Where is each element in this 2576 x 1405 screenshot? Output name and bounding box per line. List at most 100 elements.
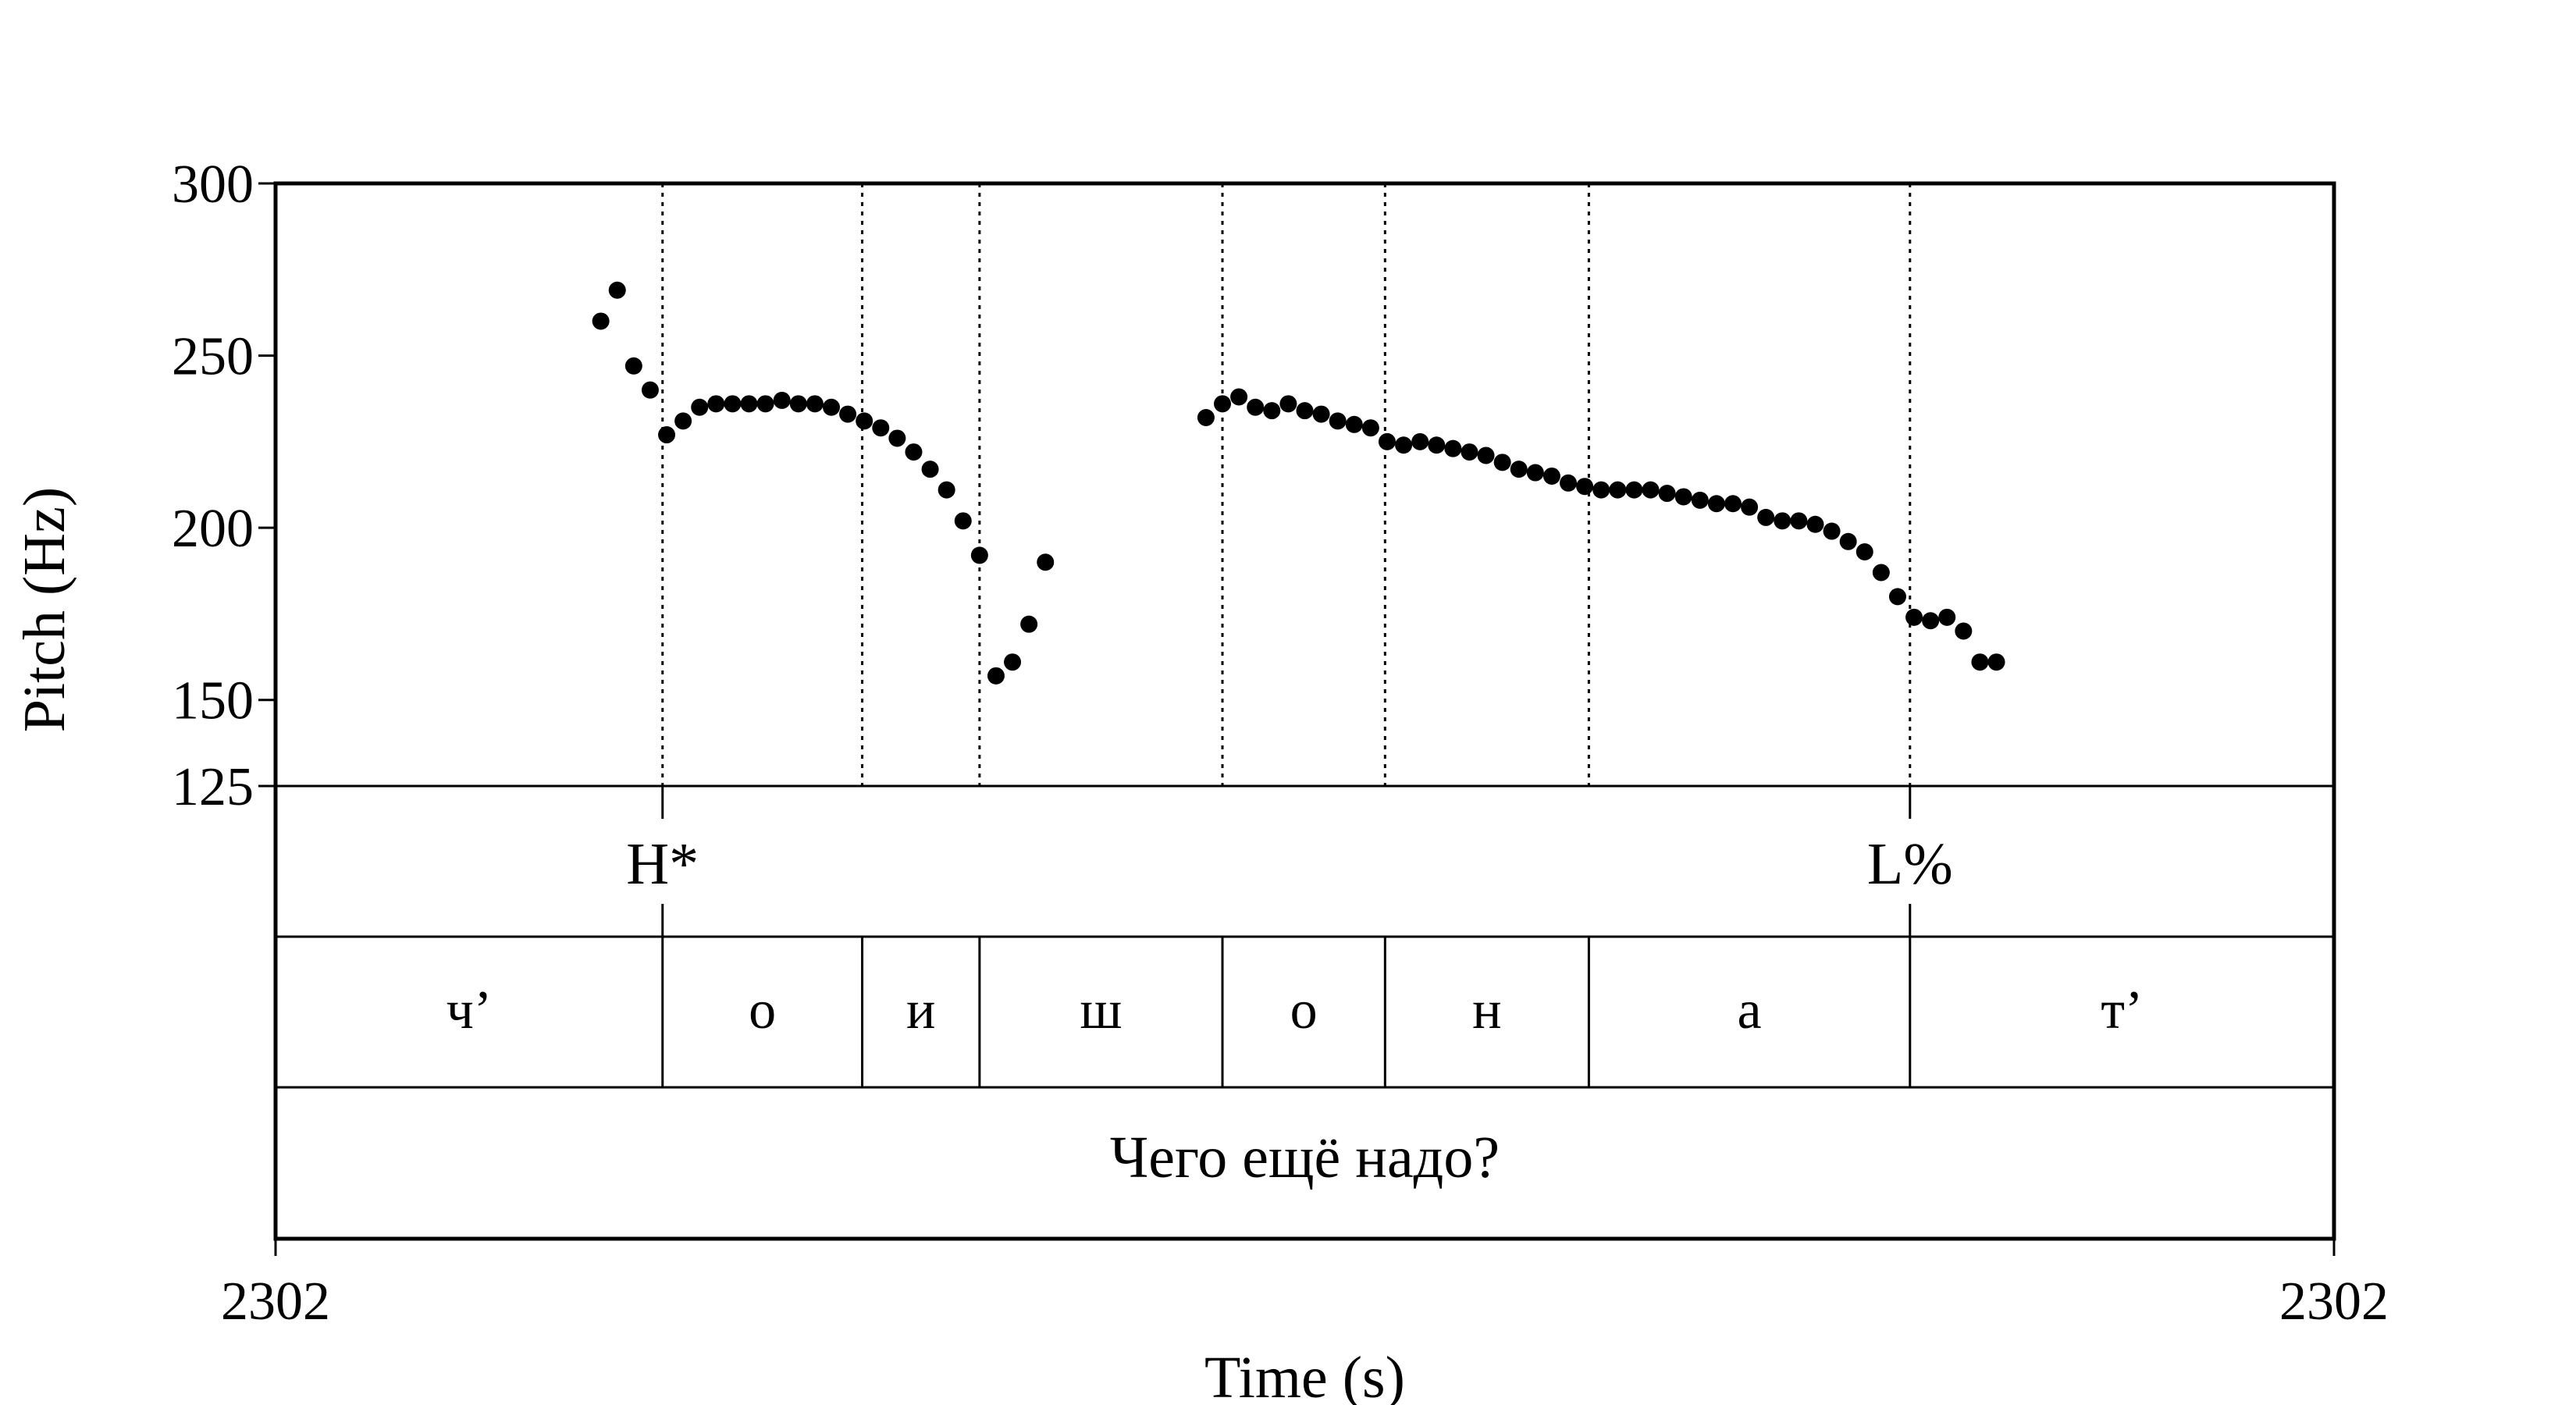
pitch-point-68 bbox=[1839, 532, 1857, 550]
pitch-point-30 bbox=[1214, 395, 1232, 413]
pitch-point-48 bbox=[1510, 461, 1528, 478]
pitch-point-15 bbox=[822, 398, 840, 416]
pitch-point-50 bbox=[1542, 467, 1560, 485]
pitch-point-32 bbox=[1247, 398, 1265, 416]
pitch-point-37 bbox=[1329, 412, 1347, 430]
phone-label-8: т’ bbox=[2101, 980, 2143, 1040]
pitch-point-75 bbox=[1955, 622, 1973, 640]
y-tick-label-150: 150 bbox=[172, 671, 254, 731]
pitch-point-56 bbox=[1642, 481, 1660, 499]
pitch-point-16 bbox=[839, 405, 857, 423]
pitch-point-18 bbox=[872, 419, 890, 437]
pitch-point-42 bbox=[1411, 432, 1429, 450]
phone-label-7: а bbox=[1738, 980, 1762, 1040]
pitch-point-25 bbox=[987, 667, 1005, 685]
pitch-point-22 bbox=[938, 481, 955, 499]
pitch-point-77 bbox=[1987, 653, 2005, 671]
pitch-point-11 bbox=[756, 395, 774, 413]
pitch-point-20 bbox=[905, 443, 923, 461]
y-axis-title: Pitch (Hz) bbox=[12, 487, 77, 732]
pitch-point-65 bbox=[1790, 512, 1808, 530]
pitch-point-34 bbox=[1279, 395, 1297, 413]
pitch-point-10 bbox=[740, 395, 758, 413]
pitch-point-45 bbox=[1461, 443, 1478, 461]
pitch-point-51 bbox=[1560, 474, 1578, 492]
tone-label-2: L% bbox=[1867, 831, 1953, 897]
pitch-point-55 bbox=[1625, 481, 1643, 499]
grid-and-boundaries bbox=[661, 183, 1912, 1087]
pitch-point-8 bbox=[707, 395, 725, 413]
pitch-point-14 bbox=[806, 395, 824, 413]
pitch-point-49 bbox=[1526, 464, 1544, 482]
pitch-point-71 bbox=[1888, 588, 1906, 606]
pitch-point-58 bbox=[1674, 488, 1692, 506]
phone-label-5: о bbox=[1290, 980, 1318, 1040]
pitch-point-6 bbox=[674, 412, 692, 430]
pitch-point-17 bbox=[856, 412, 873, 430]
pitch-point-27 bbox=[1020, 615, 1038, 633]
pitch-point-9 bbox=[724, 395, 742, 413]
pitch-point-28 bbox=[1037, 553, 1055, 571]
y-tick-label-200: 200 bbox=[172, 499, 254, 559]
pitch-point-62 bbox=[1741, 498, 1759, 516]
pitch-point-44 bbox=[1444, 439, 1462, 457]
pitch-point-73 bbox=[1922, 612, 1940, 630]
pitch-point-12 bbox=[773, 391, 791, 409]
pitch-point-13 bbox=[789, 395, 807, 413]
pitch-point-29 bbox=[1197, 408, 1215, 426]
x-end-time-label: 2302 bbox=[2279, 1272, 2389, 1332]
pitch-point-33 bbox=[1263, 402, 1281, 420]
pitch-points bbox=[592, 281, 2005, 685]
phone-label-1: ч’ bbox=[447, 980, 493, 1040]
pitch-point-3 bbox=[624, 357, 642, 375]
x-axis-title: Time (s) bbox=[1204, 1345, 1405, 1405]
pitch-point-1 bbox=[592, 312, 610, 330]
phone-label-3: и bbox=[906, 980, 935, 1040]
pitch-point-69 bbox=[1856, 543, 1873, 561]
pitch-point-26 bbox=[1004, 653, 1022, 671]
pitch-point-64 bbox=[1774, 512, 1791, 530]
phone-label-2: о bbox=[749, 980, 776, 1040]
pitch-point-19 bbox=[888, 429, 906, 447]
tone-label-1: H* bbox=[626, 831, 699, 897]
pitch-point-7 bbox=[691, 398, 709, 416]
phone-label-6: н bbox=[1472, 980, 1501, 1040]
pitch-point-21 bbox=[921, 461, 939, 478]
pitch-point-4 bbox=[641, 381, 659, 399]
sentence-tier-label: Чего ещё надо? bbox=[1110, 1125, 1500, 1190]
pitch-point-63 bbox=[1757, 508, 1775, 526]
pitch-point-2 bbox=[608, 281, 626, 299]
pitch-point-46 bbox=[1477, 446, 1495, 464]
pitch-point-36 bbox=[1312, 405, 1330, 423]
pitch-point-67 bbox=[1823, 522, 1841, 540]
pitch-point-60 bbox=[1707, 495, 1725, 513]
y-tick-label-300: 300 bbox=[172, 155, 254, 215]
pitch-point-43 bbox=[1428, 436, 1446, 454]
pitch-point-38 bbox=[1345, 415, 1363, 433]
pitch-point-52 bbox=[1576, 478, 1594, 496]
pitch-point-59 bbox=[1691, 491, 1709, 509]
pitch-point-39 bbox=[1361, 419, 1379, 437]
pitch-point-35 bbox=[1296, 402, 1314, 420]
pitch-point-61 bbox=[1724, 495, 1742, 513]
pitch-point-5 bbox=[658, 426, 676, 444]
pitch-point-31 bbox=[1230, 388, 1248, 406]
pitch-point-74 bbox=[1938, 608, 1956, 626]
pitch-point-57 bbox=[1658, 485, 1676, 503]
chart-labels: Pitch (Hz) Time (s) 2302 2302 Чего ещё н… bbox=[12, 155, 2389, 1405]
pitch-point-23 bbox=[954, 512, 972, 530]
pitch-point-53 bbox=[1592, 481, 1610, 499]
pitch-point-41 bbox=[1395, 436, 1413, 454]
pitch-point-54 bbox=[1609, 481, 1627, 499]
pitch-point-70 bbox=[1872, 564, 1890, 582]
pitch-point-72 bbox=[1905, 608, 1923, 626]
phone-label-4: ш bbox=[1080, 980, 1122, 1040]
pitch-point-40 bbox=[1378, 432, 1396, 450]
pitch-point-66 bbox=[1806, 515, 1824, 533]
y-tick-label-250: 250 bbox=[172, 327, 254, 387]
pitch-point-47 bbox=[1493, 454, 1511, 471]
x-start-time-label: 2302 bbox=[221, 1272, 330, 1332]
pitch-point-76 bbox=[1971, 653, 1989, 671]
plot-frame bbox=[258, 181, 2336, 1256]
